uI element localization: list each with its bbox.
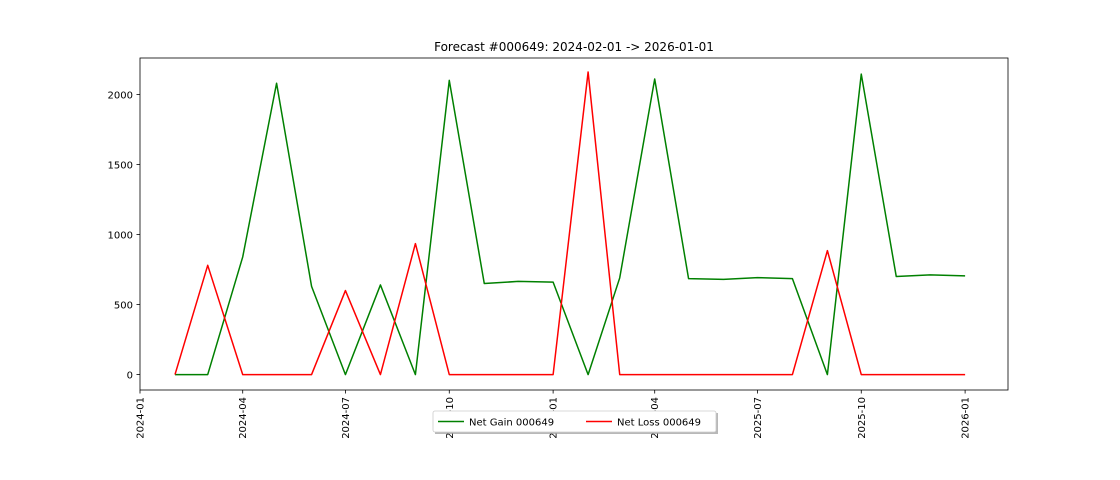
x-tick-label: 2024-07 xyxy=(341,397,352,439)
legend-label-net-gain: Net Gain 000649 xyxy=(469,418,554,429)
chart-title: Forecast #000649: 2024-02-01 -> 2026-01-… xyxy=(434,40,714,54)
x-tick-label: 2025-07 xyxy=(753,397,764,439)
x-tick-label: 2026-01 xyxy=(961,397,972,439)
series-line-net-loss xyxy=(174,71,966,376)
plot-background xyxy=(140,58,1008,390)
series-line-net-gain xyxy=(174,73,966,376)
y-tick-label: 1000 xyxy=(108,231,133,242)
y-tick-label: 500 xyxy=(114,301,133,312)
x-tick-label: 2024-01 xyxy=(136,397,147,439)
legend: Net Gain 000649 Net Loss 000649 xyxy=(432,410,718,434)
y-axis: 0 500 1000 1500 2000 xyxy=(108,90,140,382)
legend-label-net-loss: Net Loss 000649 xyxy=(617,418,701,429)
plot-frame xyxy=(139,57,1009,391)
y-tick-label: 0 xyxy=(127,371,133,382)
y-tick-label: 1500 xyxy=(108,160,133,171)
x-tick-label: 2024-04 xyxy=(238,397,249,439)
series-lines xyxy=(174,71,966,376)
x-tick-label: 2025-10 xyxy=(857,397,868,439)
legend-box xyxy=(432,410,717,433)
y-tick-label: 2000 xyxy=(108,90,133,101)
